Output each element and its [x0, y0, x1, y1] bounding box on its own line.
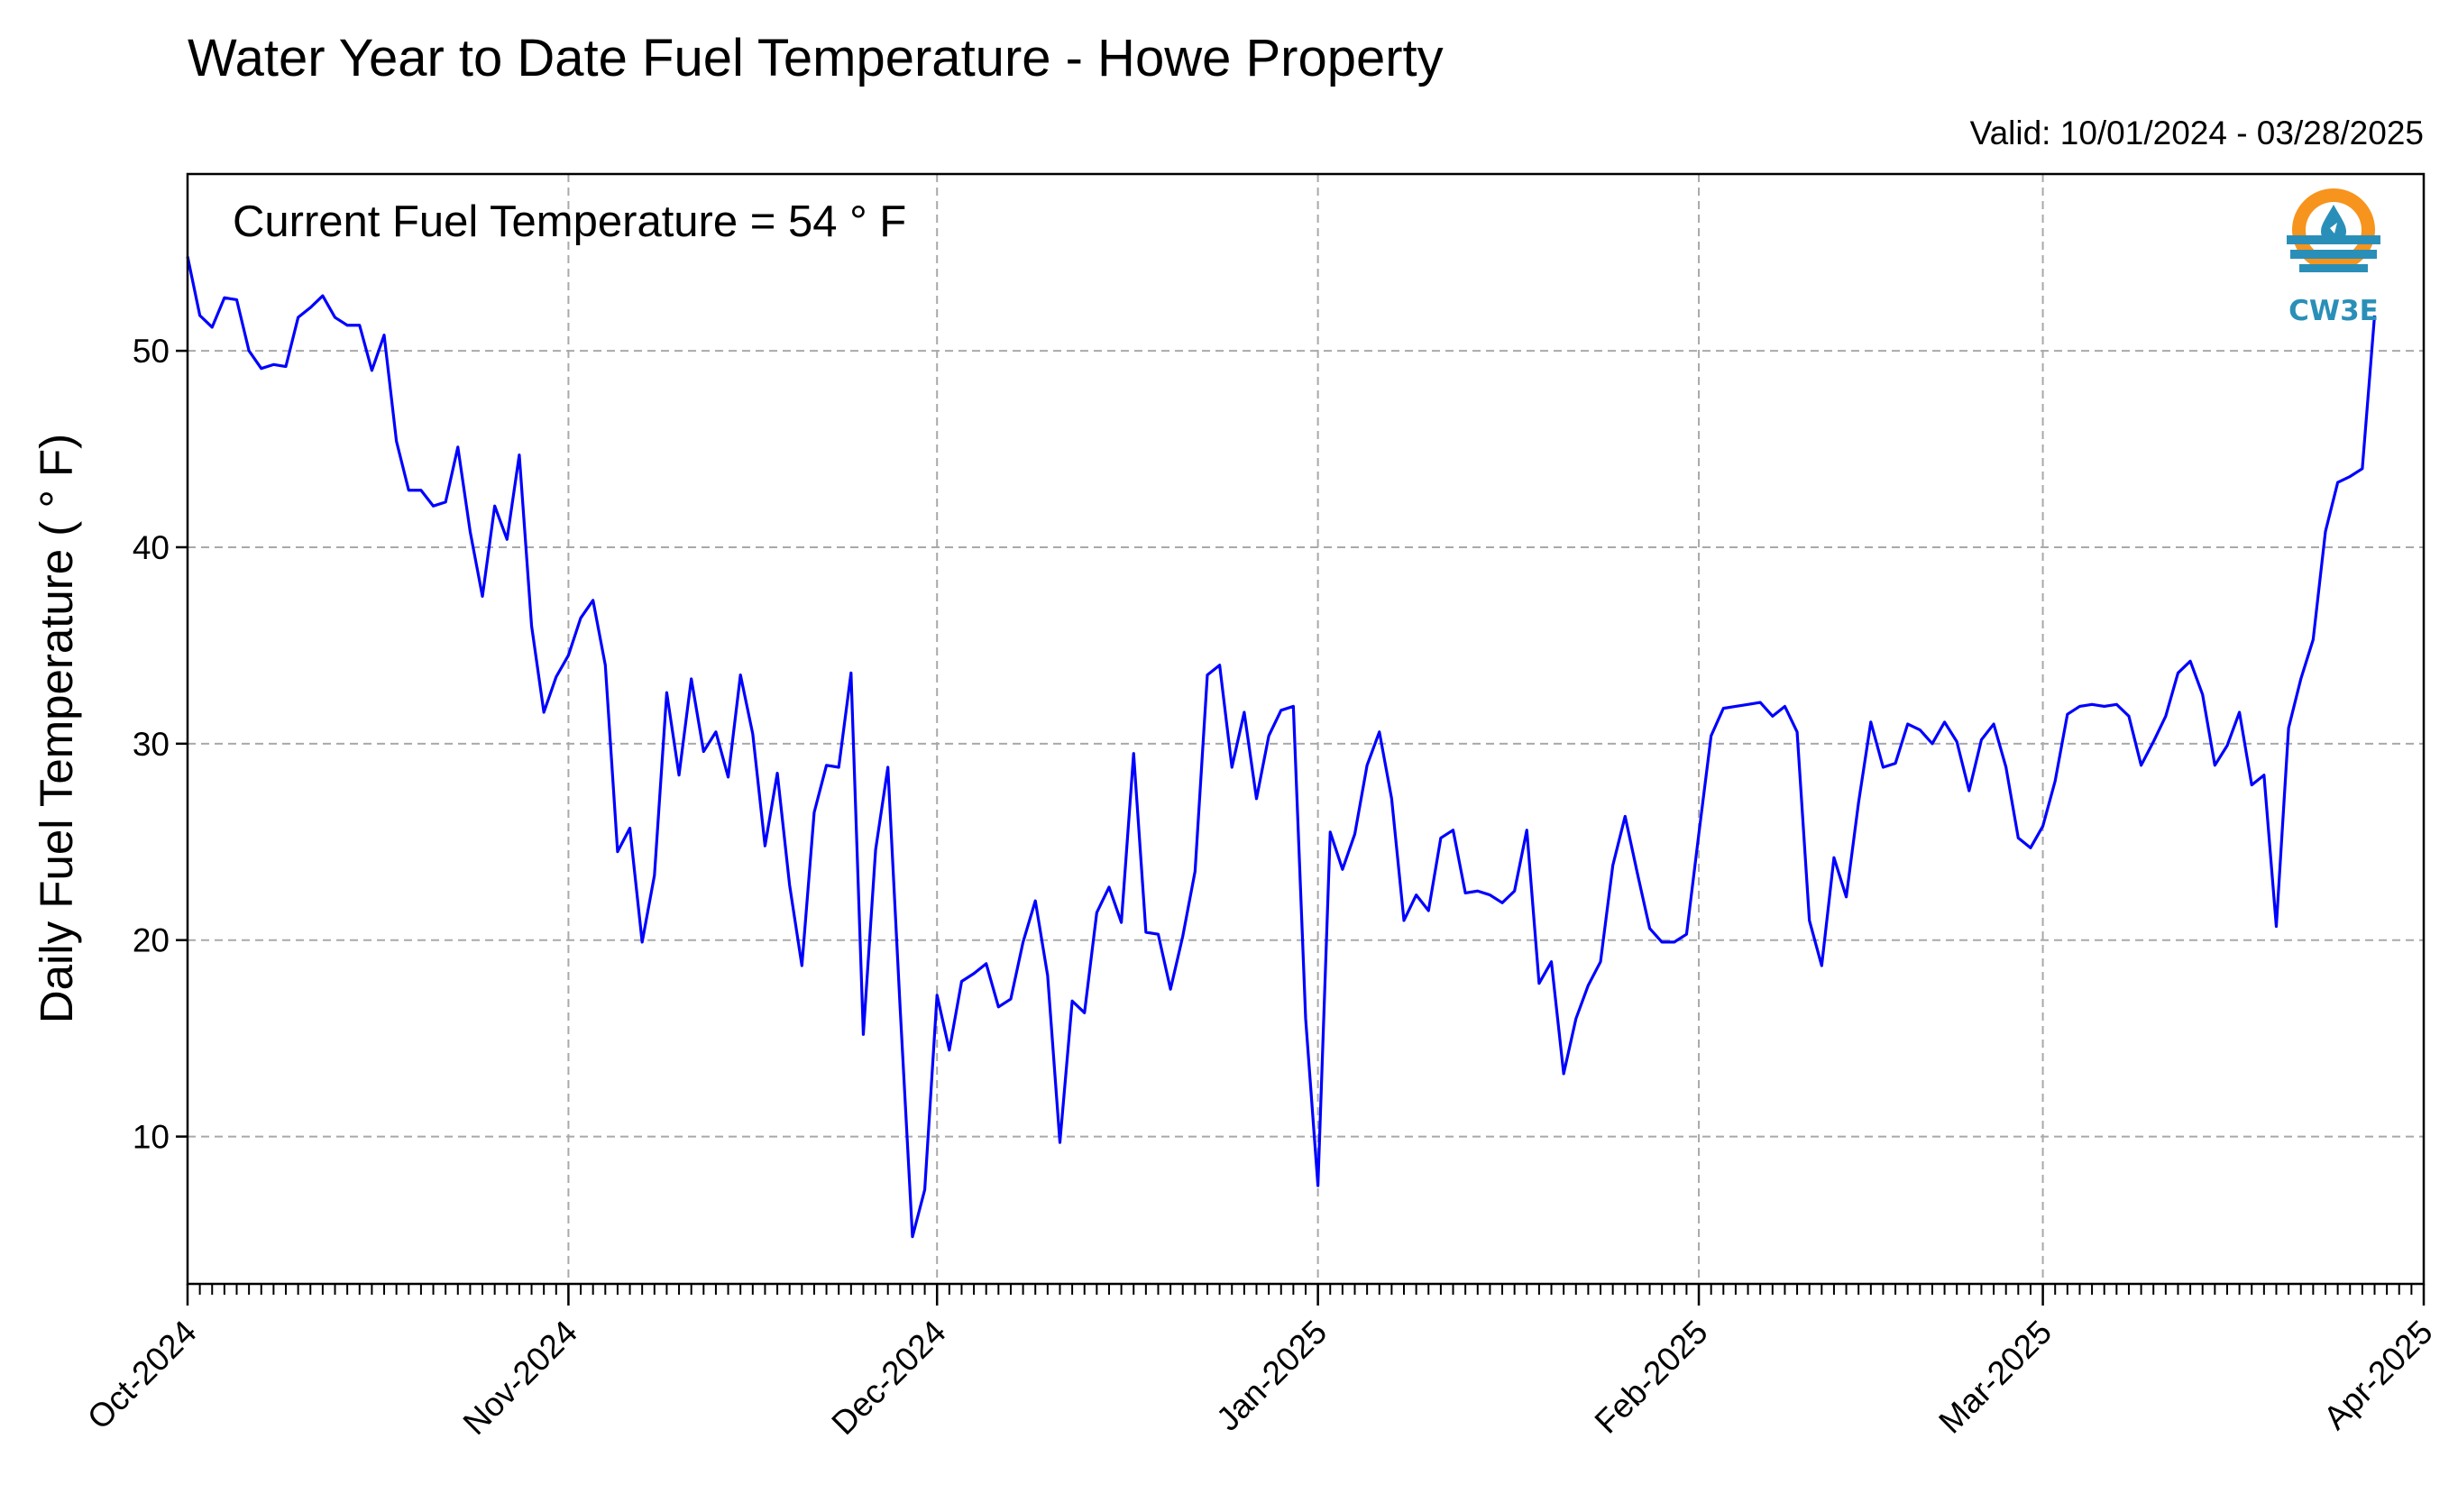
- logo-text: CW3E: [2288, 295, 2379, 327]
- y-axis-label: Daily Fuel Temperature ( ° F): [31, 434, 82, 1023]
- series-line-fuel-temperature: [186, 256, 2377, 1239]
- series-layer: [186, 256, 2377, 1239]
- y-axis: 10 20 30 40 50: [133, 333, 188, 1156]
- y-tick-label: 50: [133, 333, 170, 370]
- y-tick-label: 40: [133, 529, 170, 566]
- cw3e-logo: CW3E: [2287, 188, 2380, 327]
- valid-date-range: Valid: 10/01/2024 - 03/28/2025: [1970, 115, 2424, 151]
- y-tick-label: 30: [133, 726, 170, 763]
- y-tick-label: 20: [133, 922, 170, 959]
- chart-title: Water Year to Date Fuel Temperature - Ho…: [188, 29, 1444, 87]
- y-tick-label: 10: [133, 1119, 170, 1156]
- current-temperature-annotation: Current Fuel Temperature = 54 ° F: [233, 197, 906, 246]
- grid-lines: [188, 174, 2424, 1284]
- water-drop-icon: [2321, 205, 2346, 244]
